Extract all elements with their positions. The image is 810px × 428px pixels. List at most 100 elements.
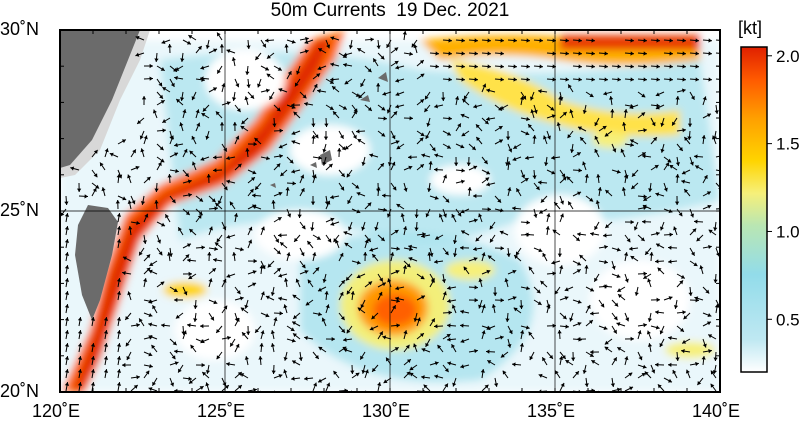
current-arrow-head [674,201,680,205]
current-arrow-head [116,330,122,334]
current-arrow-head [231,57,236,61]
current-arrow-head [603,233,607,238]
current-arrow-head [304,269,309,274]
current-arrow-head [217,32,221,37]
current-arrow-head [116,226,122,230]
current-arrow-head [596,174,601,178]
current-arrow-head [248,239,253,244]
current-arrow-head [307,279,312,284]
current-arrow-head [174,361,179,366]
current-arrow-head [297,214,302,218]
current-arrow-head [460,323,464,328]
current-arrow-head [307,240,312,245]
current-arrow-head [406,371,411,376]
current-arrow-head [564,296,569,301]
current-arrow-head [667,378,672,383]
current-arrow-head [344,80,349,85]
current-arrow-head [552,323,556,328]
current-arrow-head [721,38,725,42]
current-arrow-head [569,109,574,114]
current-arrow-head [201,362,205,368]
current-arrow-head [382,335,387,340]
current-arrow-head [116,174,121,178]
current-arrow-head [567,134,572,139]
current-arrow-head [426,122,431,127]
current-arrow-head [122,256,127,261]
current-arrow-head [127,200,132,204]
current-arrow-head [512,296,517,301]
current-arrow-head [721,154,725,158]
current-arrow-head [64,226,70,230]
current-arrow-head [321,317,326,322]
current-arrow-head [226,273,231,278]
current-arrow-head [283,304,288,309]
current-arrow-head [702,343,707,348]
current-arrow-head [301,264,306,269]
current-arrow-head [293,333,297,338]
current-arrow-head [505,318,510,322]
current-arrow-head [430,279,435,284]
graticule [60,30,720,392]
current-arrow-head [326,382,331,387]
current-arrow-head [90,356,96,360]
current-arrow-head [506,253,511,257]
current-arrow-head [546,304,551,309]
current-arrow-head [434,195,439,200]
current-arrow-head [206,174,211,178]
current-arrow-head [681,170,686,175]
current-arrow-head [136,220,140,226]
current-arrow-head [329,106,334,110]
current-arrow-head [116,369,122,373]
current-arrow-head [452,240,458,244]
current-arrow-head [350,291,355,295]
current-arrow-head [721,206,725,210]
current-arrow-head [437,344,442,349]
current-arrow-head [515,251,520,256]
current-arrow-head [481,330,486,335]
current-arrow-head [255,328,259,333]
current-arrow-head [448,51,452,56]
current-arrow-head [513,38,517,43]
current-arrow-head [286,396,290,400]
current-arrow-head [643,77,647,82]
current-arrow-head [250,177,255,182]
current-arrow-head [524,178,529,182]
current-arrow-head [301,225,306,230]
current-arrow-head [683,315,688,320]
current-arrow-head [187,323,191,328]
current-arrow-head [246,331,251,335]
current-arrow-head [242,332,246,337]
current-arrow-head [237,372,242,376]
current-arrow-head [197,46,202,50]
current-arrow-head [139,135,144,140]
current-arrow-head [589,353,594,357]
current-arrow-head [170,82,175,87]
current-arrow-head [637,330,642,335]
current-arrow-head [633,226,638,231]
current-arrow-head [136,375,140,380]
current-arrow-head [115,200,120,204]
current-arrow-head [157,162,162,167]
current-arrow-head [519,305,524,309]
current-arrow-head [291,39,296,44]
current-arrow-head [290,327,295,331]
current-arrow-head [647,343,653,347]
current-arrow-head [103,356,109,360]
current-arrow-head [160,281,165,286]
current-arrow-head [367,202,372,207]
current-arrow-head [311,123,316,127]
current-arrow-head [392,186,397,191]
current-arrow-head [273,317,278,322]
current-arrow-head [361,369,366,374]
current-arrow-head [343,52,348,57]
current-arrow-head [481,252,486,257]
current-arrow-head [287,213,292,218]
current-arrow-head [213,300,218,305]
current-arrow-head [484,384,489,389]
current-arrow-head [656,38,660,43]
current-arrow-head [604,64,608,69]
current-arrow-head [239,296,244,301]
current-arrow-head [669,165,674,169]
current-arrow-head [408,256,413,261]
current-arrow-head [291,102,295,108]
